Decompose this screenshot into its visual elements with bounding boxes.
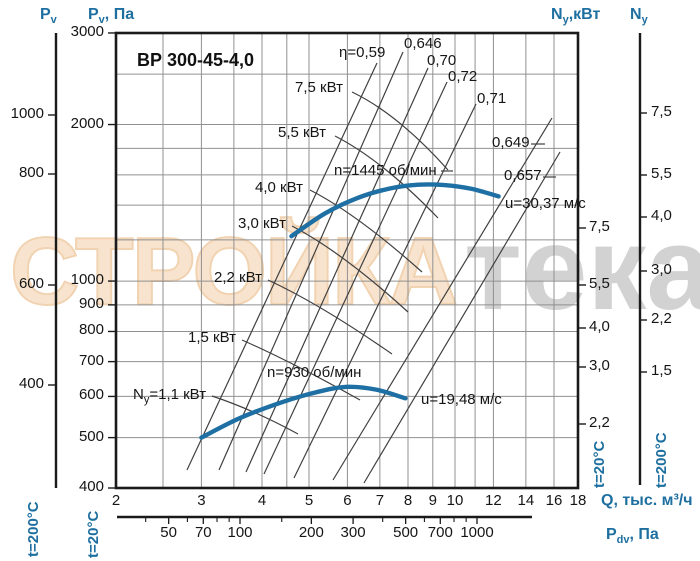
watermark-part2: тека xyxy=(463,203,700,335)
